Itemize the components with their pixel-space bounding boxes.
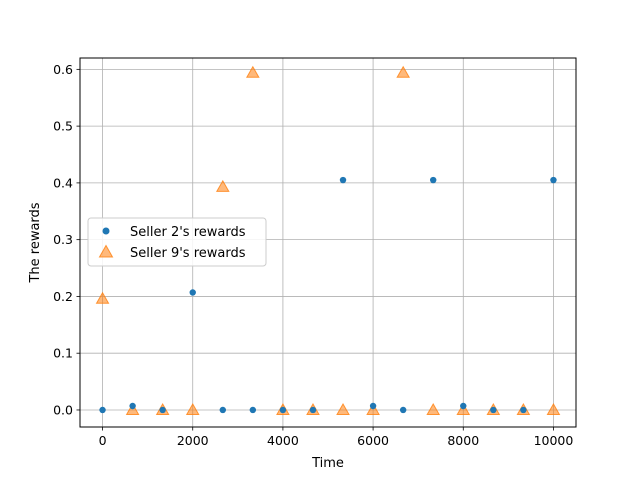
x-tick-label: 0 <box>99 433 107 448</box>
x-tick-label: 4000 <box>267 433 299 448</box>
y-tick-label: 0.4 <box>53 175 73 190</box>
x-axis-ticks: 0 2000 4000 6000 8000 10000 <box>99 427 574 448</box>
x-axis-label: Time <box>311 456 344 471</box>
y-axis-ticks: 0.0 0.1 0.2 0.3 0.4 0.5 0.6 <box>53 62 80 417</box>
plot-area-frame <box>79 57 577 428</box>
grid-lines <box>80 58 576 427</box>
seller-2-point <box>429 176 437 184</box>
seller-9-point <box>336 402 350 415</box>
seller-9-point <box>426 402 441 415</box>
legend-marker-seller-9 <box>98 244 114 258</box>
seller-2-point <box>189 289 196 296</box>
x-tick-label: 8000 <box>447 433 479 448</box>
x-tick-label: 10000 <box>534 433 574 448</box>
seller-2-point <box>279 406 287 414</box>
seller-9-point <box>185 402 200 415</box>
x-tick-label: 2000 <box>177 433 209 448</box>
legend-marker-seller-2 <box>102 227 110 235</box>
seller-9-point <box>95 291 110 304</box>
seller-9-point <box>215 179 230 192</box>
y-axis-label: The rewards <box>28 202 43 283</box>
y-tick-label: 0.1 <box>53 346 73 361</box>
seller-2-point <box>460 402 467 410</box>
seller-2-point <box>369 402 377 410</box>
seller-9-point <box>396 65 411 78</box>
legend-label-seller-9: Seller 9's rewards <box>130 246 246 261</box>
legend-label-seller-2: Seller 2's rewards <box>130 225 246 240</box>
data-series <box>95 65 561 415</box>
seller-9-point <box>366 402 380 415</box>
seller-2-point <box>309 406 317 414</box>
seller-9-point <box>125 402 140 415</box>
seller-2-point <box>129 402 136 410</box>
seller-2-point <box>159 406 166 414</box>
seller-2-point <box>550 176 557 184</box>
seller-9-point <box>245 65 260 78</box>
seller-2-point <box>520 406 527 414</box>
seller-2-point <box>99 406 106 414</box>
seller-9-point <box>546 402 561 415</box>
seller-2-point <box>339 176 347 184</box>
x-tick-label: 6000 <box>357 433 389 448</box>
y-tick-label: 0.2 <box>53 289 73 304</box>
seller-2-point <box>249 406 257 414</box>
seller-2-point <box>399 406 407 414</box>
y-tick-label: 0.0 <box>53 402 73 417</box>
seller-2-point <box>219 406 227 414</box>
y-tick-label: 0.5 <box>53 119 73 134</box>
y-tick-label: 0.3 <box>53 232 73 247</box>
legend-box <box>87 217 267 267</box>
legend: Seller 2's rewards Seller 9's rewards <box>87 217 267 267</box>
seller-2-point <box>490 406 497 414</box>
seller-9-point <box>456 402 471 415</box>
y-tick-label: 0.6 <box>53 62 73 77</box>
